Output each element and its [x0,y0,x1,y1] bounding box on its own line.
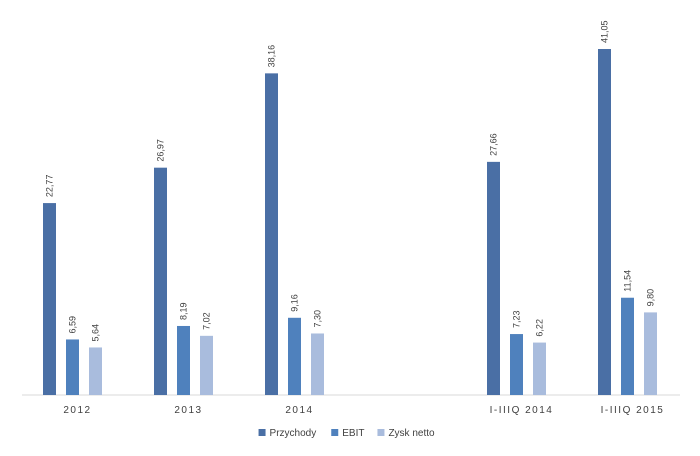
bar-przychody-4 [487,161,500,395]
legend-label-przychody: Przychody [270,428,317,439]
bar-przychody-5 [598,49,611,395]
data-label-przychody-5: 41,05 [600,20,610,43]
bar-ebit-2 [288,317,301,395]
data-label-zysk-netto-5: 9,80 [646,289,656,307]
x-tick-labels: 2012 2013 2014 I-IIIQ 2014 I-IIIQ 2015 [63,405,665,416]
bar-zysk-netto-1 [200,335,213,395]
bar-zysk-netto-4 [533,342,546,395]
bars-group: 22,77 6,59 5,64 26,97 8,19 7,02 38,16 9,16 7,30 2… [43,20,657,396]
data-label-ebit-5: 11,54 [623,270,633,292]
bar-ebit-0 [66,339,79,395]
x-tick-label: 2012 [63,405,91,416]
data-label-przychody-4: 27,66 [489,133,499,156]
legend-swatch-przychody [258,429,266,436]
data-label-ebit-0: 6,59 [68,316,78,334]
bar-zysk-netto-5 [644,312,657,395]
bar-ebit-1 [177,325,190,395]
x-tick-label: I-IIIQ 2014 [490,405,554,416]
data-label-ebit-2: 9,16 [290,294,300,312]
bar-przychody-1 [154,167,167,395]
data-label-przychody-2: 38,16 [267,45,277,68]
x-tick-label: 2013 [174,405,202,416]
bar-ebit-4 [510,334,523,395]
legend: Przychody EBIT Zysk netto [258,428,435,439]
data-label-ebit-4: 7,23 [512,311,522,329]
legend-swatch-ebit [331,429,339,436]
bar-ebit-5 [621,297,634,395]
legend-label-zysk-netto: Zysk netto [388,428,435,439]
bar-zysk-netto-2 [311,333,324,395]
x-tick-label: I-IIIQ 2015 [601,405,665,416]
bar-przychody-0 [43,203,56,395]
bar-zysk-netto-0 [89,347,102,395]
x-tick-label: 2014 [285,405,313,416]
data-label-zysk-netto-2: 7,30 [313,310,323,328]
data-label-ebit-1: 8,19 [179,302,189,320]
bar-przychody-2 [265,73,278,396]
data-label-zysk-netto-0: 5,64 [91,324,101,342]
legend-label-ebit: EBIT [342,428,364,439]
data-label-przychody-0: 22,77 [45,175,55,198]
legend-swatch-zysk-netto [377,429,385,436]
data-label-zysk-netto-1: 7,02 [202,312,212,330]
data-label-zysk-netto-4: 6,22 [535,319,545,337]
data-label-przychody-1: 26,97 [156,139,166,162]
